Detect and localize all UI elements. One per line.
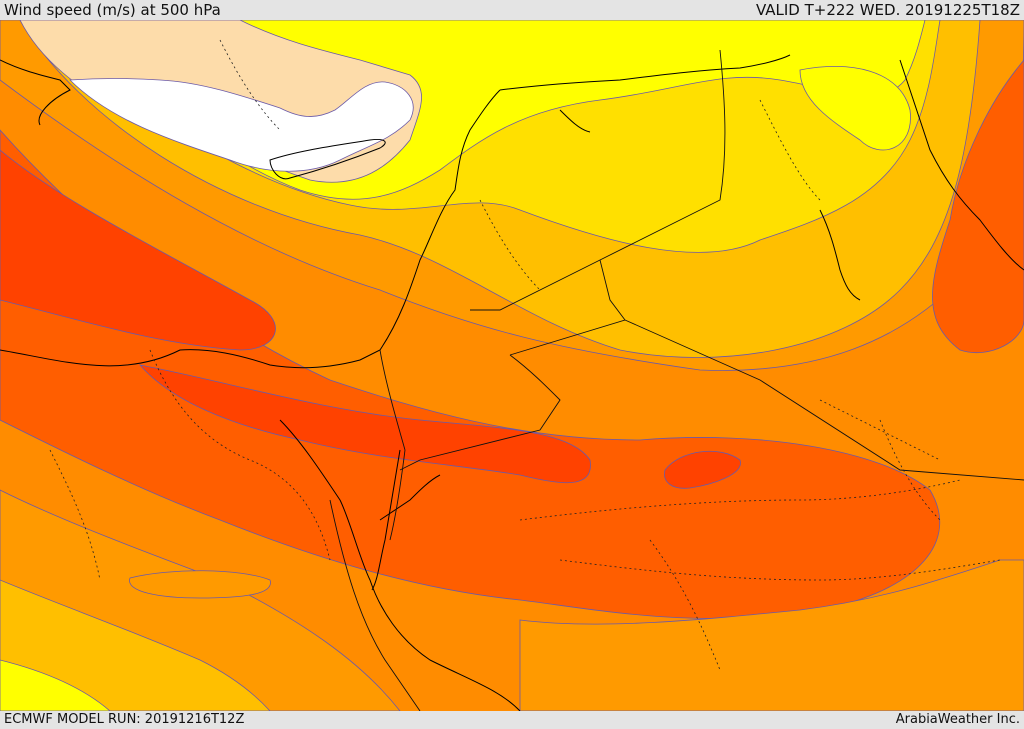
admin-borders bbox=[49, 39, 1001, 671]
field-jet-east-patch bbox=[664, 450, 741, 489]
model-run: ECMWF MODEL RUN: 20191216T12Z bbox=[4, 712, 245, 727]
field-jet-west bbox=[0, 149, 276, 351]
valid-time: VALID T+222 WED. 20191225T18Z bbox=[755, 1, 1020, 19]
field-light-east bbox=[799, 66, 911, 151]
map-title: Wind speed (m/s) at 500 hPa bbox=[4, 1, 221, 19]
political-borders bbox=[329, 49, 1024, 711]
field-east-strong bbox=[932, 59, 1024, 354]
header-bar: Wind speed (m/s) at 500 hPa VALID T+222 … bbox=[0, 0, 1024, 20]
field-jet-center bbox=[138, 364, 591, 484]
coastlines bbox=[0, 54, 1024, 711]
field-calm bbox=[69, 78, 414, 172]
credit: ArabiaWeather Inc. bbox=[895, 712, 1020, 727]
field-very-strong bbox=[0, 129, 941, 619]
field-sw-light bbox=[0, 579, 271, 711]
wind-speed-map bbox=[0, 20, 1024, 711]
field-patch-west bbox=[129, 570, 271, 599]
field-sw-yellow bbox=[0, 659, 111, 711]
footer-bar: ECMWF MODEL RUN: 20191216T12Z ArabiaWeat… bbox=[0, 711, 1024, 729]
field-south-moderate bbox=[519, 559, 1024, 711]
